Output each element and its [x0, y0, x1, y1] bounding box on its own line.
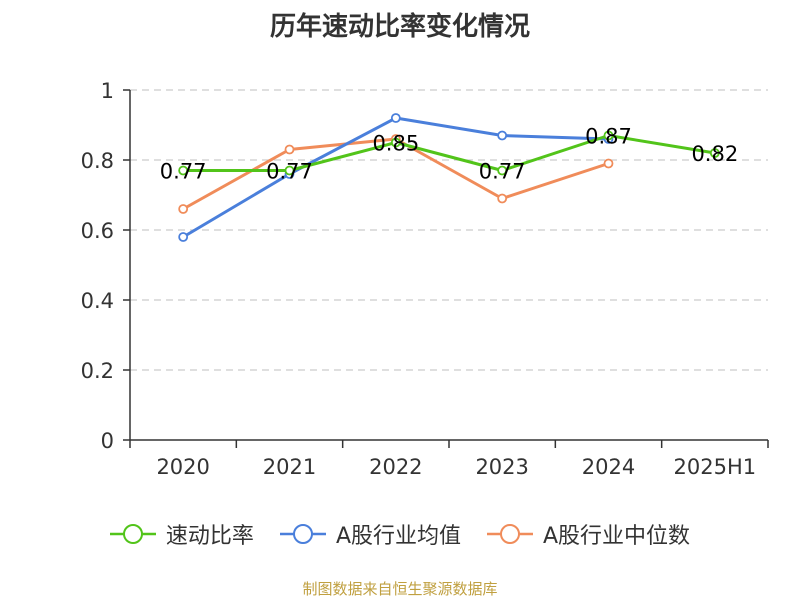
data-label: 0.77	[266, 160, 313, 184]
data-label: 0.87	[585, 125, 632, 149]
legend-label: A股行业均值	[335, 524, 461, 549]
x-tick-label: 2020	[156, 455, 209, 479]
x-tick-label: 2024	[582, 455, 635, 479]
data-point	[603, 158, 614, 169]
data-point	[603, 130, 614, 141]
data-point	[178, 165, 189, 176]
x-tick-label: 2022	[369, 455, 422, 479]
x-tick-label: 2025H1	[674, 455, 757, 479]
x-tick-label: 2021	[263, 455, 316, 479]
y-tick-label: 0	[101, 429, 114, 453]
legend-item[interactable]: 速动比率	[109, 518, 254, 550]
data-point	[178, 232, 189, 242]
x-tick-label: 2023	[475, 455, 528, 479]
data-point	[497, 165, 508, 176]
legend-item[interactable]: A股行业均值	[279, 518, 461, 550]
y-tick-label: 0.2	[81, 359, 114, 383]
legend-label: A股行业中位数	[543, 524, 691, 549]
y-tick-label: 0.8	[81, 149, 114, 173]
y-tick-label: 1	[101, 79, 114, 103]
data-label: 0.77	[160, 160, 207, 184]
data-point	[284, 165, 295, 176]
data-point	[390, 137, 401, 148]
data-point	[284, 144, 295, 155]
y-tick-label: 0.4	[81, 289, 114, 313]
legend: 速动比率 A股行业均值 A股行业中位数	[0, 518, 800, 550]
data-label: 0.85	[372, 132, 419, 156]
data-point	[178, 204, 189, 214]
data-label: 0.82	[691, 142, 738, 166]
data-point	[709, 148, 720, 158]
source-note: 制图数据来自恒生聚源数据库	[302, 580, 498, 598]
data-label: 0.77	[479, 160, 526, 184]
legend-label: 速动比率	[165, 524, 254, 549]
legend-swatch-icon	[487, 524, 533, 544]
y-tick-label: 0.6	[81, 219, 114, 243]
data-point	[497, 193, 508, 204]
data-point	[390, 113, 401, 123]
series-line-0	[183, 134, 716, 172]
legend-swatch-icon	[279, 524, 326, 544]
chart-title: 历年速动比率变化情况	[269, 12, 530, 42]
legend-item[interactable]: A股行业中位数	[487, 518, 690, 550]
data-point	[497, 130, 508, 141]
legend-swatch-icon	[109, 524, 156, 544]
